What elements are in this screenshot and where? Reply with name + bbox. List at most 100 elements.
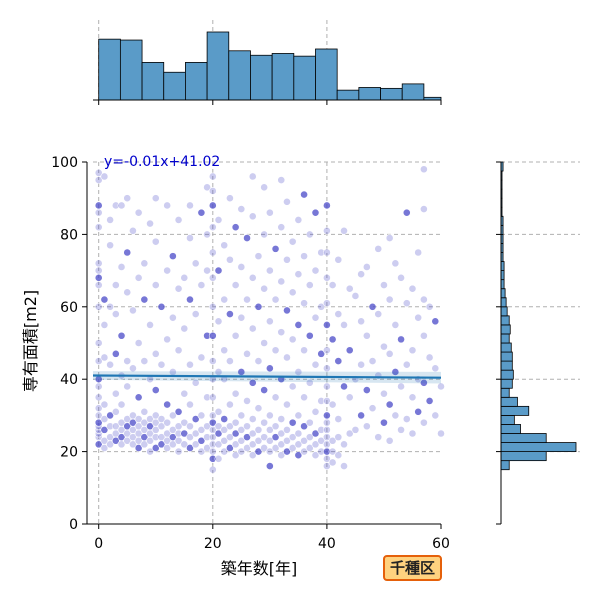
scatter-point [231, 389, 240, 398]
right-hist-bar [500, 288, 506, 299]
scatter-point [328, 436, 337, 445]
scatter-point [419, 418, 428, 427]
scatter-point [317, 436, 326, 445]
scatter-point [408, 393, 417, 402]
scatter-point [146, 447, 154, 456]
scatter-point [237, 313, 246, 322]
scatter-point [163, 429, 172, 438]
scatter-point [323, 382, 331, 391]
scatter-point [203, 433, 211, 442]
scatter-point [380, 281, 388, 289]
right-hist-bar [500, 414, 515, 425]
scatter-point [254, 447, 263, 456]
scatter-point [277, 176, 286, 184]
scatter-point [197, 281, 206, 289]
scatter-point [362, 386, 371, 394]
scatter-point [334, 255, 343, 264]
scatter-point [277, 429, 286, 438]
scatter-point [437, 382, 445, 391]
scatter-point [328, 400, 337, 409]
scatter-point [157, 415, 166, 423]
scatter-point [123, 194, 132, 203]
scatter-point [305, 331, 314, 340]
right-hist-bar [500, 342, 512, 353]
scatter-point [243, 397, 251, 405]
scatter-point [419, 295, 428, 304]
scatter-point [168, 425, 177, 434]
scatter-point [134, 273, 143, 282]
ward-badge: 千種区 [383, 555, 443, 581]
scatter-point [317, 425, 326, 434]
scatter-point [208, 357, 217, 365]
y-tick-label: 40 [60, 372, 78, 388]
scatter-point [317, 397, 326, 405]
scatter-point [129, 306, 137, 315]
scatter-point [254, 425, 263, 434]
scatter-point [117, 331, 126, 340]
scatter-point [157, 433, 166, 442]
scatter-point [317, 248, 326, 257]
scatter-point [265, 411, 274, 420]
scatter-point [391, 368, 400, 376]
scatter-point [100, 320, 109, 329]
scatter-point [140, 295, 149, 304]
scatter-point [111, 281, 120, 289]
scatter-point [328, 335, 337, 344]
scatter-point [265, 317, 274, 326]
scatter-point [265, 447, 274, 456]
scatter-point [248, 273, 257, 282]
x-tick-label: 0 [94, 536, 103, 552]
scatter-point [157, 360, 166, 369]
scatter-point [385, 436, 394, 445]
scatter-point [283, 255, 291, 264]
scatter-point [260, 433, 269, 442]
scatter-point [134, 339, 143, 347]
scatter-point [243, 444, 251, 452]
scatter-point [208, 302, 217, 311]
scatter-point [197, 447, 206, 456]
scatter-point [300, 422, 308, 431]
scatter-point [111, 407, 120, 416]
scatter-point [231, 429, 240, 438]
scatter-point [208, 447, 217, 456]
scatter-point [237, 411, 246, 420]
scatter-point [186, 234, 194, 242]
scatter-point [254, 436, 263, 445]
scatter-point [334, 310, 343, 318]
scatter-point [260, 183, 269, 192]
right-hist-bar [500, 451, 547, 462]
scatter-point [151, 281, 160, 289]
scatter-point [157, 302, 166, 311]
right-hist-bar [500, 460, 510, 471]
scatter-point [140, 418, 149, 427]
scatter-point [214, 407, 223, 416]
scatter-point [323, 248, 331, 257]
scatter-point [243, 295, 251, 304]
scatter-point [163, 335, 172, 344]
scatter-point [163, 400, 172, 409]
scatter-point [334, 451, 343, 460]
scatter-point [374, 244, 383, 253]
scatter-point [214, 266, 223, 275]
scatter-point [328, 447, 337, 456]
scatter-point [151, 444, 160, 452]
scatter-point [94, 273, 103, 282]
x-axis-title: 築年数[年] [221, 559, 298, 578]
right-hist-bar [500, 424, 521, 434]
scatter-point [226, 255, 234, 264]
scatter-point [203, 230, 211, 239]
right-hist-bar [500, 405, 530, 416]
scatter-point [380, 389, 388, 398]
scatter-point [294, 216, 303, 224]
scatter-point [197, 425, 206, 434]
scatter-point [94, 281, 103, 289]
scatter-point [168, 313, 177, 322]
right-hist-bar [500, 396, 518, 407]
scatter-point [100, 400, 109, 409]
scatter-point [248, 440, 257, 449]
scatter-point [271, 346, 280, 355]
scatter-point [254, 357, 263, 365]
right-hist-bar [500, 442, 577, 452]
scatter-point [288, 288, 297, 297]
scatter-point [129, 226, 137, 235]
